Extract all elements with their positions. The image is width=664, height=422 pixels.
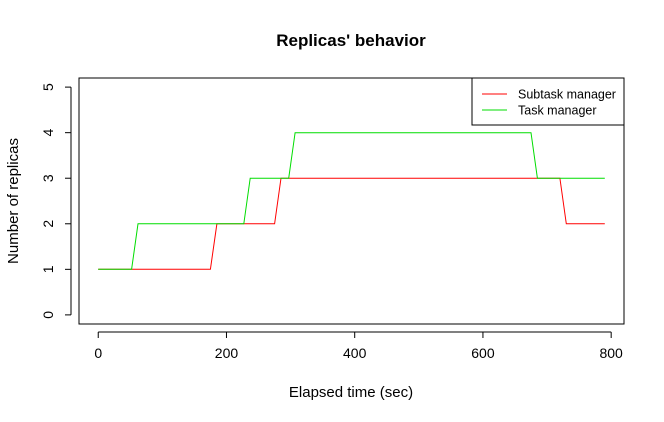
y-axis: 0 1 2 3 4 5 [40,83,72,319]
y-tick-label: 3 [40,174,56,182]
x-axis-label: Elapsed time (sec) [289,384,413,401]
x-tick-label: 0 [94,345,102,361]
y-axis-label: Number of replicas [5,138,22,264]
y-tick-label: 1 [40,265,56,273]
series-line-0 [98,177,605,270]
y-tick-label: 0 [40,311,56,319]
y-tick-label: 2 [40,220,56,228]
x-axis: 0 200 400 600 800 [94,331,623,361]
legend-label: Task manager [518,104,597,118]
x-tick-label: 600 [471,345,495,361]
chart-title: Replicas' behavior [276,31,426,50]
legend-box [471,77,625,126]
legend: Subtask manager Task manager [471,77,625,126]
plot-area-border [78,77,625,325]
x-tick-label: 800 [599,345,623,361]
series-line-1 [98,132,605,270]
legend-label: Subtask manager [518,88,616,102]
x-tick-label: 200 [215,345,239,361]
series-layer [98,132,605,270]
x-tick-label: 400 [343,345,367,361]
y-tick-label: 5 [40,83,56,91]
y-tick-label: 4 [40,129,56,137]
